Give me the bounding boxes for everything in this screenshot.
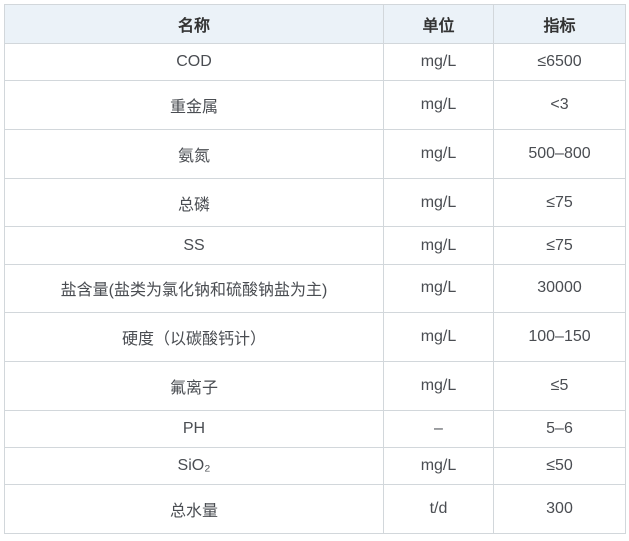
cell-name: SS: [4, 226, 384, 265]
table-row: SS mg/L ≤75: [4, 226, 626, 265]
cell-name: 硬度（以碳酸钙计）: [4, 312, 384, 363]
cell-name: 重金属: [4, 80, 384, 130]
cell-name: COD: [4, 42, 384, 82]
cell-indicator: 5–6: [493, 409, 626, 449]
cell-name: PH: [4, 409, 384, 449]
table-row: 重金属 mg/L <3: [4, 80, 626, 130]
cell-unit: mg/L: [383, 80, 494, 130]
column-header-unit: 单位: [383, 4, 494, 44]
table-row: COD mg/L ≤6500: [4, 42, 626, 82]
cell-name: 氟离子: [4, 361, 384, 411]
table-row: 盐含量(盐类为氯化钠和硫酸钠盐为主) mg/L 30000: [4, 263, 626, 314]
column-header-name: 名称: [4, 4, 384, 44]
cell-unit: mg/L: [383, 361, 494, 411]
cell-indicator: 300: [493, 484, 626, 534]
table-row: SiO₂ mg/L ≤50: [4, 447, 626, 486]
header-row: 名称 单位 指标: [4, 4, 626, 44]
table-row: 总磷 mg/L ≤75: [4, 177, 626, 228]
cell-unit: mg/L: [383, 447, 494, 486]
table-body: COD mg/L ≤6500 重金属 mg/L <3 氨氮 mg/L 500–800 总磷 mg/L…: [4, 42, 626, 534]
cell-indicator: ≤50: [493, 447, 626, 486]
cell-unit: mg/L: [383, 226, 494, 265]
cell-name: 总水量: [4, 484, 384, 534]
cell-name: 氨氮: [4, 128, 384, 179]
cell-unit: t/d: [383, 484, 494, 534]
cell-indicator: 500–800: [493, 128, 626, 179]
table-row: 氨氮 mg/L 500–800: [4, 128, 626, 179]
cell-unit: mg/L: [383, 177, 494, 228]
cell-indicator: ≤5: [493, 361, 626, 411]
table-row: 总水量 t/d 300: [4, 484, 626, 534]
cell-indicator: 100–150: [493, 312, 626, 363]
water-quality-spec-table: 名称 单位 指标 COD mg/L ≤6500 重金属 mg/L <3 氨氮 mg/L 500–…: [4, 4, 626, 534]
cell-unit: mg/L: [383, 128, 494, 179]
table-row: PH –5–6: [4, 409, 626, 449]
cell-indicator: ≤6500: [493, 42, 626, 82]
cell-name: SiO₂: [4, 447, 384, 486]
cell-unit: mg/L: [383, 263, 494, 314]
cell-name: 盐含量(盐类为氯化钠和硫酸钠盐为主): [4, 263, 384, 314]
cell-name: 总磷: [4, 177, 384, 228]
table-row: 氟离子 mg/L ≤5: [4, 361, 626, 411]
cell-indicator: 30000: [493, 263, 626, 314]
cell-unit: –: [383, 409, 494, 449]
column-header-indicator: 指标: [493, 4, 626, 44]
cell-indicator: ≤75: [493, 177, 626, 228]
cell-unit: mg/L: [383, 42, 494, 82]
cell-unit: mg/L: [383, 312, 494, 363]
cell-indicator: ≤75: [493, 226, 626, 265]
cell-indicator: <3: [493, 80, 626, 130]
table-row: 硬度（以碳酸钙计） mg/L 100–150: [4, 312, 626, 363]
